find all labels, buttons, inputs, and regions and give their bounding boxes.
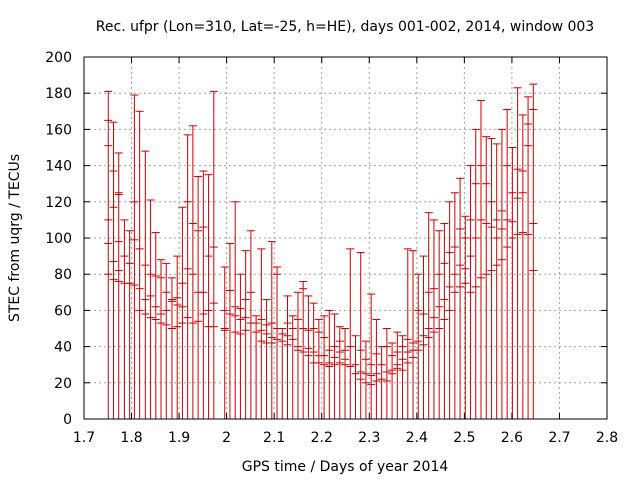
x-tick-label: 2.7 bbox=[548, 430, 570, 446]
y-tick-label: 120 bbox=[45, 195, 72, 211]
chart-title: Rec. ufpr (Lon=310, Lat=-25, h=HE), days… bbox=[96, 19, 594, 35]
x-tick-label: 1.7 bbox=[73, 430, 95, 446]
x-axis-label: GPS time / Days of year 2014 bbox=[242, 459, 449, 475]
data-marks bbox=[104, 83, 538, 419]
y-tick-label: 60 bbox=[54, 303, 72, 319]
y-tick-label: 40 bbox=[54, 340, 72, 356]
y-tick-label: 160 bbox=[45, 122, 72, 138]
y-axis-label: STEC from uqrg / TECUs bbox=[7, 154, 23, 322]
x-tick-label: 1.9 bbox=[168, 430, 190, 446]
x-tick-label: 2 bbox=[222, 430, 231, 446]
x-tick-label: 2.5 bbox=[453, 430, 475, 446]
y-tick-label: 80 bbox=[54, 267, 72, 283]
x-tick-label: 2.3 bbox=[358, 430, 380, 446]
y-tick-label: 180 bbox=[45, 86, 72, 102]
axis-ticks: 1.7 1.8 1.9 2 2.1 2.2 2.3 2.4 2.5 2.6 2.7 2.8 0 20 40 6… bbox=[45, 50, 618, 446]
y-tick-label: 20 bbox=[54, 376, 72, 392]
x-tick-label: 2.8 bbox=[596, 430, 618, 446]
x-tick-label: 2.1 bbox=[263, 430, 285, 446]
x-tick-label: 1.8 bbox=[120, 430, 142, 446]
y-tick-label: 0 bbox=[63, 412, 72, 428]
x-tick-label: 2.4 bbox=[406, 430, 428, 446]
y-tick-label: 140 bbox=[45, 159, 72, 175]
y-tick-label: 100 bbox=[45, 231, 72, 247]
x-tick-label: 2.2 bbox=[311, 430, 333, 446]
x-tick-label: 2.6 bbox=[501, 430, 523, 446]
y-tick-label: 200 bbox=[45, 50, 72, 66]
